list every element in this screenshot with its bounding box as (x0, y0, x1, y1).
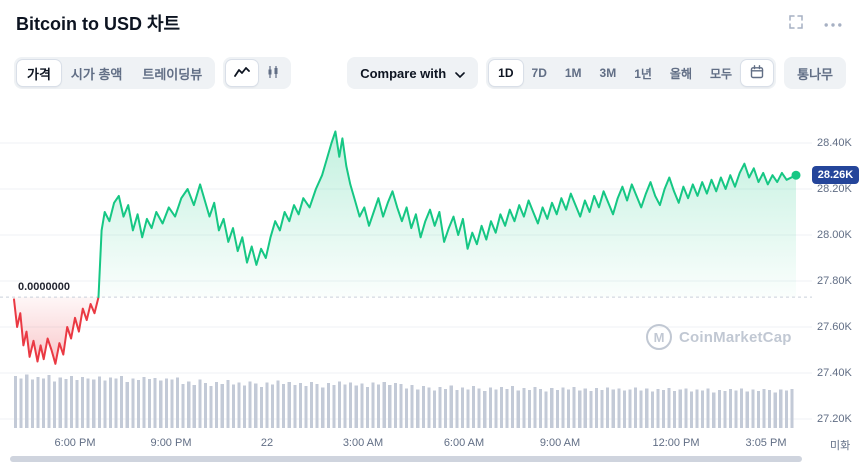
price-chart[interactable] (0, 100, 860, 450)
time-range-buttons: 1D 7D 1M 3M 1년 올해 모두 (489, 60, 741, 86)
header-actions (788, 14, 842, 33)
more-options-button[interactable] (824, 16, 842, 31)
coinmarketcap-logo-icon: M (646, 324, 672, 350)
chart-header: Bitcoin to USD 차트 (0, 0, 860, 46)
line-chart-icon (234, 66, 251, 81)
page-title: Bitcoin to USD 차트 (16, 14, 181, 34)
time-range-group: 1D 7D 1M 3M 1년 올해 모두 (486, 57, 777, 89)
y-axis-tick: 27.40K (817, 367, 852, 379)
x-axis-tick: 12:00 PM (652, 437, 700, 449)
x-axis-tick: 22 (260, 437, 274, 449)
compare-with-button[interactable]: Compare with (347, 57, 479, 89)
line-chart-toggle[interactable] (226, 60, 259, 86)
chart-type-group (223, 57, 292, 89)
y-axis-tick: 28.40K (817, 137, 852, 149)
mode-button-1[interactable]: 시가 총액 (61, 60, 132, 86)
x-axis-tick: 6:00 PM (54, 437, 96, 449)
x-axis-tick: 6:00 AM (443, 437, 485, 449)
log-scale-group: 통나무 (784, 57, 846, 89)
candlestick-chart-toggle[interactable] (258, 60, 288, 86)
coinmarketcap-watermark: M CoinMarketCap (646, 324, 792, 350)
range-button-4[interactable]: 1년 (625, 60, 661, 86)
mode-button-2[interactable]: 트레이딩뷰 (132, 60, 212, 86)
chart-scrollbar-thumb[interactable] (10, 456, 802, 462)
baseline-change-label: 0.0000000 (18, 281, 70, 294)
y-axis-tick: 28.20K (817, 183, 852, 195)
fullscreen-icon (788, 14, 804, 33)
calendar-button[interactable] (741, 60, 774, 86)
x-axis-tick: 9:00 AM (539, 437, 581, 449)
range-button-1[interactable]: 7D (523, 60, 556, 86)
ellipsis-icon (824, 16, 842, 31)
calendar-icon (750, 64, 764, 82)
watermark-text: CoinMarketCap (679, 328, 792, 346)
x-axis-tick: 9:00 PM (150, 437, 192, 449)
compare-with-label: Compare with (360, 65, 447, 81)
fullscreen-button[interactable] (788, 14, 804, 33)
current-price-badge: 28.26K (812, 166, 859, 185)
range-button-6[interactable]: 모두 (701, 60, 741, 86)
range-button-0[interactable]: 1D (489, 60, 523, 86)
x-axis-tick: 3:05 PM (745, 437, 787, 449)
y-axis-tick: 27.60K (817, 321, 852, 333)
candlestick-icon (266, 65, 280, 82)
range-button-3[interactable]: 3M (591, 60, 626, 86)
range-button-5[interactable]: 올해 (661, 60, 701, 86)
chart-toolbar: 가격 시가 총액 트레이딩뷰 (14, 56, 846, 90)
currency-label: 미화 (830, 440, 851, 452)
range-button-2[interactable]: 1M (556, 60, 591, 86)
x-axis-tick: 3:00 AM (342, 437, 384, 449)
y-axis-tick: 27.20K (817, 413, 852, 425)
mode-button-0[interactable]: 가격 (17, 60, 61, 86)
chart-scrollbar (0, 455, 860, 463)
chart-mode-group: 가격 시가 총액 트레이딩뷰 (14, 57, 216, 89)
y-axis-tick: 28.00K (817, 229, 852, 241)
y-axis-tick: 27.80K (817, 275, 852, 287)
chevron-down-icon (455, 66, 465, 81)
log-scale-toggle[interactable]: 통나무 (787, 60, 843, 86)
